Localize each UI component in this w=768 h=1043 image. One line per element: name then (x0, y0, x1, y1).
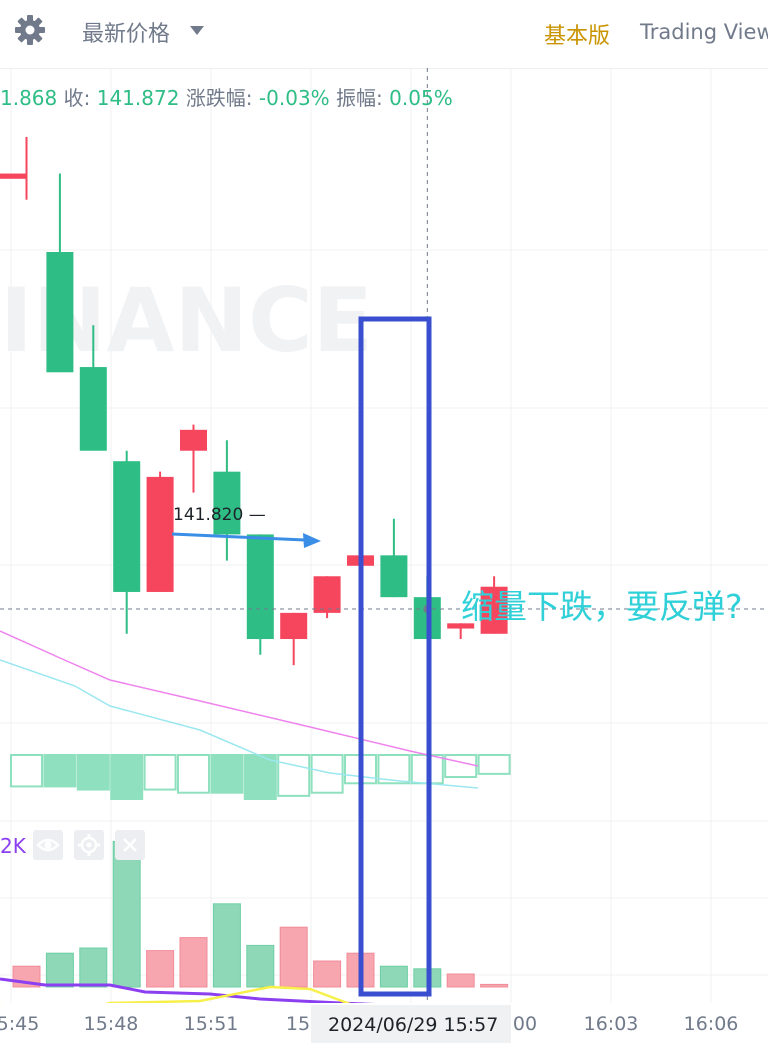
macd-bar (444, 754, 478, 778)
candle-body (213, 471, 241, 535)
candle-body (46, 252, 74, 373)
volume-bar (179, 937, 208, 988)
open-value: 1.868 (0, 86, 58, 110)
view-basic-tab[interactable]: 基本版 (544, 24, 611, 49)
candle-body (380, 555, 408, 598)
ma-line-short (0, 630, 479, 767)
highlight-box (358, 316, 432, 997)
volume-bar (446, 973, 475, 988)
close-icon (123, 838, 137, 852)
annotation-comment: 缩量下跌，要反弹? (461, 587, 743, 626)
macd-bar (110, 754, 144, 800)
close-value: 141.872 (96, 86, 180, 110)
visibility-button[interactable] (33, 830, 63, 860)
volume-bar (313, 960, 342, 988)
volume-bar (45, 952, 74, 988)
macd-bar (76, 754, 110, 791)
macd-bar (10, 754, 43, 788)
macd-bar (43, 754, 77, 788)
candle-body (180, 429, 207, 451)
low-price-label: 141.820 — (173, 505, 266, 525)
ma-line-long (0, 659, 479, 789)
macd-bar (177, 754, 210, 794)
gear-icon (78, 834, 100, 856)
macd-bar (143, 754, 177, 791)
macd-bar (210, 754, 244, 794)
indicator-close-button[interactable] (115, 830, 145, 860)
volume-bar (146, 950, 175, 988)
candle-body (0, 173, 27, 179)
candle-body (79, 367, 107, 451)
time-tick: 5:45 (0, 1013, 40, 1035)
chart-canvas[interactable]: INANCE (0, 68, 768, 1003)
change-value: -0.03% (258, 86, 330, 110)
toolbar: 最新价格 基本版 Trading View (0, 0, 768, 69)
gear-icon[interactable] (14, 14, 46, 46)
volume-bar (246, 944, 275, 988)
crosshair-time-label: 2024/06/29 15:57 (311, 1005, 511, 1043)
ohlc-stats: 1.868 收: 141.872 涨跌幅: -0.03% 振幅: 0.05% (0, 82, 453, 111)
change-label: 涨跌幅: (185, 86, 253, 110)
candle-body (447, 623, 475, 629)
volume-bar (379, 965, 408, 988)
candle-body (113, 461, 141, 592)
time-tick: 15:48 (83, 1013, 139, 1035)
arrow-icon (303, 533, 321, 548)
indicator-settings-button[interactable] (74, 830, 104, 860)
volume-bar (112, 840, 141, 988)
macd-bar (243, 754, 277, 800)
view-tradingview-tab[interactable]: Trading View (640, 20, 768, 44)
volume-ma-purple (0, 977, 376, 1003)
amplitude-value: 0.05% (389, 86, 453, 110)
volume-bar (79, 947, 108, 988)
time-tick: 15:51 (183, 1013, 239, 1035)
close-label: 收: (63, 86, 91, 110)
macd-bar (277, 754, 311, 797)
triangle-down-icon (190, 26, 204, 35)
price-type-dropdown[interactable]: 最新价格 (82, 16, 204, 48)
volume-ma-yellow (0, 985, 352, 1003)
candle-body (280, 612, 308, 640)
candle-body (480, 586, 508, 634)
candle-body (313, 576, 341, 613)
candle-body (246, 534, 274, 640)
amplitude-label: 振幅: (336, 86, 383, 110)
time-tick: 00 (512, 1013, 538, 1035)
candle-body (146, 476, 174, 592)
price-type-label: 最新价格 (82, 22, 171, 47)
volume-bar (279, 926, 308, 988)
crosshair-time-value: 2024/06/29 15:57 (328, 1014, 499, 1036)
indicator-label: 2K (0, 834, 26, 858)
volume-bar (212, 903, 241, 988)
time-tick: 16:03 (583, 1013, 639, 1035)
volume-bar (480, 983, 509, 988)
eye-icon (36, 838, 60, 852)
macd-bar (477, 754, 511, 775)
time-tick: 16:06 (683, 1013, 739, 1035)
annotation-arrow-line (171, 532, 306, 542)
time-tick: 15 (285, 1013, 311, 1035)
